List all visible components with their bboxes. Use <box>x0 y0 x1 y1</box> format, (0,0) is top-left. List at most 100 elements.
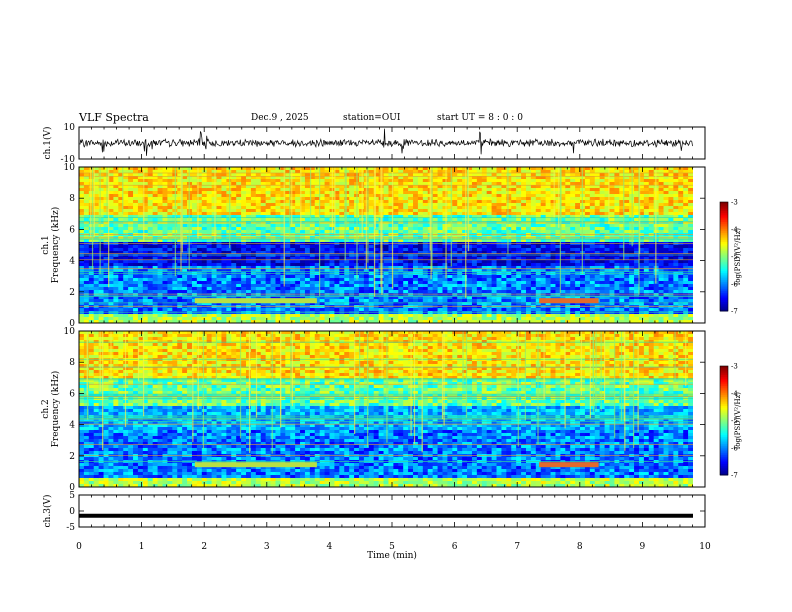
psd-cell <box>270 227 276 231</box>
psd-cell <box>147 194 154 198</box>
psd-cell <box>260 311 267 315</box>
psd-cell <box>236 218 242 222</box>
psd-cell <box>152 173 158 177</box>
psd-cell <box>142 218 149 222</box>
psd-cell <box>123 185 129 189</box>
psd-cell <box>108 245 114 249</box>
psd-cell <box>422 215 429 219</box>
psd-cell <box>481 287 488 291</box>
psd-cell <box>137 200 144 204</box>
psd-cell <box>226 230 232 234</box>
psd-cell <box>354 302 360 306</box>
psd-cell <box>275 188 281 192</box>
psd-cell <box>413 188 419 192</box>
psd-cell <box>142 176 149 180</box>
psd-cell <box>408 212 414 216</box>
psd-cell <box>491 188 497 192</box>
psd-cell <box>388 173 394 177</box>
psd-cell <box>417 245 424 249</box>
psd-cell <box>368 197 375 201</box>
psd-cell <box>358 287 365 291</box>
psd-cell <box>373 293 380 297</box>
psd-cell <box>501 167 507 171</box>
psd-cell <box>157 311 163 315</box>
psd-cell <box>462 320 468 324</box>
psd-cell <box>211 254 217 258</box>
psd-cell <box>408 227 414 231</box>
psd-cell <box>393 206 399 210</box>
psd-cell <box>191 209 198 213</box>
psd-cell <box>137 284 144 288</box>
psd-cell <box>137 227 144 231</box>
psd-cell <box>319 215 325 219</box>
psd-cell <box>103 320 109 324</box>
psd-cell <box>319 287 325 291</box>
psd-cell <box>467 179 473 183</box>
psd-cell <box>368 218 375 222</box>
psd-cell <box>162 245 168 249</box>
psd-cell <box>383 206 389 210</box>
psd-cell <box>467 239 473 243</box>
psd-cell <box>236 308 242 312</box>
psd-cell <box>250 203 257 207</box>
psd-cell <box>309 311 316 315</box>
psd-cell <box>275 251 281 255</box>
psd-cell <box>290 188 296 192</box>
psd-cell <box>255 284 262 288</box>
psd-cell <box>226 245 232 249</box>
psd-cell <box>270 179 276 183</box>
psd-cell <box>437 239 443 243</box>
psd-cell <box>93 275 100 279</box>
psd-cell <box>285 287 291 291</box>
psd-cell <box>417 230 424 234</box>
psd-cell <box>417 179 424 183</box>
psd-cell <box>231 293 237 297</box>
psd-cell <box>535 176 542 180</box>
psd-cell <box>128 308 134 312</box>
psd-cell <box>525 218 532 222</box>
psd-cell <box>226 227 232 231</box>
psd-cell <box>413 293 419 297</box>
psd-cell <box>496 287 502 291</box>
psd-cell <box>137 239 144 243</box>
psd-cell <box>123 230 129 234</box>
psd-cell <box>98 179 104 183</box>
psd-cell <box>221 218 227 222</box>
psd-cell <box>98 302 104 306</box>
psd-cell <box>324 263 330 267</box>
psd-cell <box>172 278 178 282</box>
psd-cell <box>133 230 139 234</box>
psd-cell <box>511 269 517 273</box>
psd-cell <box>378 299 384 303</box>
psd-cell <box>476 197 483 201</box>
psd-cell <box>486 296 493 300</box>
psd-cell <box>398 320 404 324</box>
psd-cell <box>525 212 532 216</box>
psd-cell <box>236 317 242 321</box>
psd-cell <box>511 188 517 192</box>
psd-cell <box>167 317 173 321</box>
psd-cell <box>432 263 438 267</box>
psd-cell <box>275 170 281 174</box>
psd-cell <box>427 251 434 255</box>
psd-cell <box>250 290 257 294</box>
psd-cell <box>525 197 532 201</box>
psd-cell <box>231 203 237 207</box>
psd-cell <box>481 173 488 177</box>
psd-cell <box>496 224 502 228</box>
psd-cell <box>285 170 291 174</box>
psd-cell <box>467 257 473 261</box>
psd-cell <box>319 176 325 180</box>
psd-cell <box>403 317 409 321</box>
psd-cell <box>123 167 129 171</box>
psd-cell <box>295 176 301 180</box>
psd-cell <box>309 212 316 216</box>
psd-cell <box>236 263 242 267</box>
psd-cell <box>98 191 104 195</box>
psd-cell <box>525 215 532 219</box>
psd-cell <box>349 281 355 285</box>
psd-cell <box>496 227 502 231</box>
psd-cell <box>255 215 262 219</box>
psd-cell <box>334 260 340 264</box>
psd-cell <box>103 245 109 249</box>
